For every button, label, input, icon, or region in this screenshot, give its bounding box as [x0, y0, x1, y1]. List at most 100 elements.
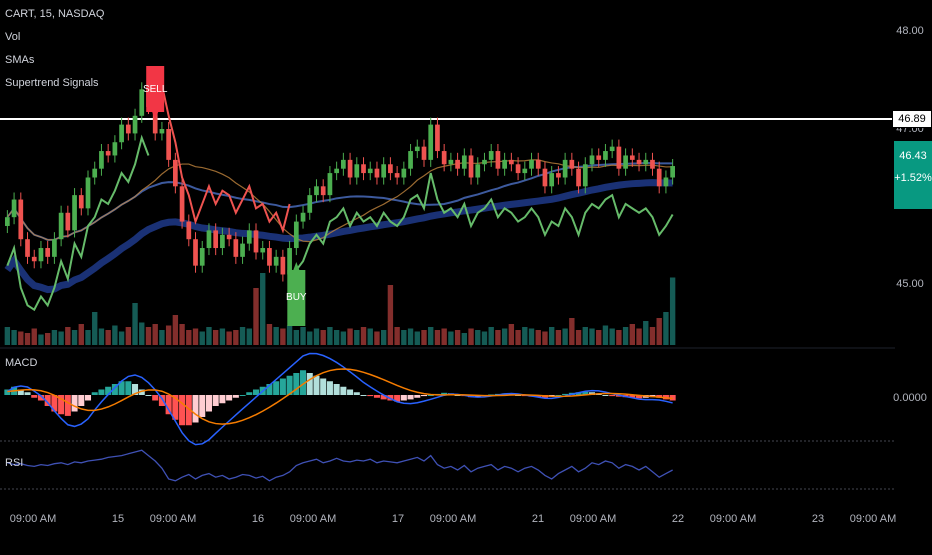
volume-bar	[569, 318, 574, 345]
volume-bar	[321, 330, 326, 345]
macd-histogram-bar	[401, 395, 407, 401]
volume-bar	[489, 327, 494, 345]
time-tick-label: 15	[112, 513, 124, 525]
candle-body	[233, 239, 238, 257]
macd-histogram-bar	[253, 390, 259, 396]
volume-bar	[233, 330, 238, 345]
candle-body	[549, 173, 554, 186]
macd-histogram-bar	[31, 395, 37, 398]
volume-bar	[529, 329, 534, 346]
volume-bar	[280, 329, 285, 346]
volume-bar	[589, 329, 594, 346]
volume-bar	[206, 327, 211, 345]
macd-histogram-bar	[421, 395, 427, 396]
macd-pane-label[interactable]: MACD	[5, 357, 37, 369]
volume-bar	[374, 332, 379, 346]
indicator-vol[interactable]: Vol	[5, 31, 20, 43]
candle-body	[59, 213, 64, 239]
candle-body	[361, 164, 366, 173]
volume-bar	[536, 330, 541, 345]
current-price: 46.43	[894, 145, 932, 167]
macd-line	[7, 354, 672, 445]
candle-body	[435, 125, 440, 151]
volume-bar	[260, 273, 265, 345]
candle-body	[301, 213, 306, 222]
time-tick-label: 23	[812, 513, 824, 525]
macd-histogram-bar	[85, 395, 91, 401]
candle-body	[254, 230, 259, 252]
volume-bar	[542, 332, 547, 346]
macd-histogram-bar	[206, 395, 212, 412]
macd-histogram-bar	[280, 379, 286, 396]
price-change: +1.52%	[894, 167, 932, 189]
volume-bar	[636, 329, 641, 346]
indicator-supertrend[interactable]: Supertrend Signals	[5, 77, 99, 89]
candle-body	[381, 164, 386, 177]
macd-histogram-bar	[334, 384, 340, 395]
macd-histogram-bar	[226, 395, 232, 401]
volume-bar	[85, 330, 90, 345]
candle-body	[274, 257, 279, 266]
candle-body	[126, 125, 131, 134]
macd-histogram-bar	[307, 373, 313, 395]
price-tick-label: 45.00	[896, 278, 924, 290]
volume-bar	[11, 330, 16, 345]
volume-bar	[482, 332, 487, 346]
macd-histogram-bar	[192, 395, 198, 423]
macd-histogram-bar	[340, 387, 346, 395]
candle-body	[563, 160, 568, 178]
candle-body	[590, 155, 595, 164]
time-tick-label: 16	[252, 513, 264, 525]
candle-body	[482, 160, 487, 164]
macd-histogram-bar	[293, 373, 299, 395]
volume-bar	[213, 330, 218, 345]
volume-bar	[401, 330, 406, 345]
volume-bar	[253, 288, 258, 345]
volume-bar	[623, 327, 628, 345]
volume-bar	[173, 315, 178, 345]
rsi-pane-label[interactable]: RSI	[5, 457, 23, 469]
candle-body	[664, 178, 669, 187]
candle-body	[32, 257, 37, 261]
volume-bar	[139, 323, 144, 346]
volume-bar	[65, 327, 70, 345]
candle-body	[260, 248, 265, 252]
candle-body	[72, 195, 77, 230]
time-tick-label: 09:00 AM	[570, 513, 616, 525]
macd-histogram-bar	[92, 392, 98, 395]
macd-histogram-bar	[367, 395, 373, 396]
macd-histogram-bar	[374, 395, 380, 398]
volume-bar	[159, 330, 164, 345]
candle-body	[267, 248, 272, 266]
candle-body	[617, 147, 622, 169]
volume-bar	[347, 329, 352, 346]
indicator-smas[interactable]: SMAs	[5, 54, 34, 66]
volume-bar	[583, 327, 588, 345]
candle-body	[449, 160, 454, 164]
candle-body	[496, 151, 501, 169]
candle-body	[12, 200, 17, 218]
candle-body	[428, 125, 433, 160]
symbol-legend[interactable]: CART, 15, NASDAQ	[5, 8, 104, 20]
volume-bar	[522, 327, 527, 345]
time-tick-label: 09:00 AM	[290, 513, 336, 525]
candle-body	[294, 222, 299, 248]
candle-body	[348, 160, 353, 178]
volume-bar	[5, 327, 10, 345]
candle-body	[321, 186, 326, 195]
candle-body	[133, 116, 138, 134]
candle-body	[630, 155, 635, 159]
candle-body	[462, 155, 467, 168]
candle-body	[569, 160, 574, 169]
volume-bar	[354, 330, 359, 345]
candle-body	[314, 186, 319, 195]
sell-signal-label: SELL	[143, 84, 168, 95]
volume-bar	[247, 329, 252, 346]
candle-body	[637, 160, 642, 164]
candle-body	[207, 230, 212, 248]
candle-body	[247, 230, 252, 243]
volume-bar	[448, 332, 453, 346]
candle-body	[455, 160, 460, 169]
